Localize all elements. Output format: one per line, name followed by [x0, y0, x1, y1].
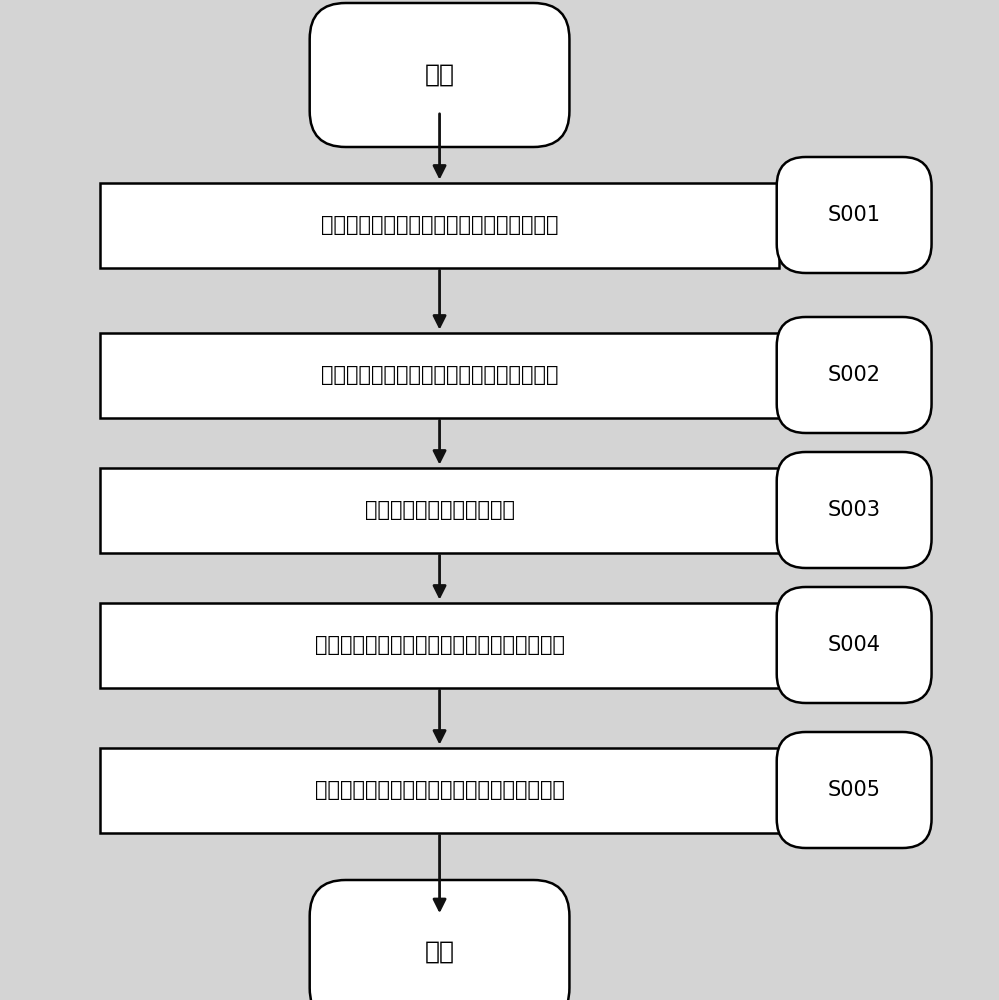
FancyBboxPatch shape [777, 587, 931, 703]
Bar [100, 182, 779, 267]
Text: S002: S002 [827, 365, 881, 385]
Text: S003: S003 [827, 500, 881, 520]
Bar [100, 468, 779, 552]
Text: 提取待检测轨迹数据包中的加速度三轴数据: 提取待检测轨迹数据包中的加速度三轴数据 [321, 215, 558, 235]
FancyBboxPatch shape [777, 317, 931, 433]
FancyBboxPatch shape [310, 880, 569, 1000]
FancyBboxPatch shape [777, 452, 931, 568]
Text: S005: S005 [827, 780, 881, 800]
Text: S004: S004 [827, 635, 881, 655]
Text: 开始: 开始 [425, 63, 455, 87]
FancyBboxPatch shape [310, 3, 569, 147]
Bar [100, 332, 779, 418]
Text: 根据转换系数进行矩阵变换，得到最终的三轴: 根据转换系数进行矩阵变换，得到最终的三轴 [315, 780, 564, 800]
Text: 计算加速度各个轴的中位数，求出转换系数: 计算加速度各个轴的中位数，求出转换系数 [321, 365, 558, 385]
Text: 根据转换系数构造置换矩阵: 根据转换系数构造置换矩阵 [365, 500, 514, 520]
Text: 结束: 结束 [425, 940, 455, 964]
Text: S001: S001 [827, 205, 881, 225]
Bar [100, 748, 779, 832]
FancyBboxPatch shape [777, 732, 931, 848]
FancyBboxPatch shape [777, 157, 931, 273]
Bar [100, 602, 779, 688]
Text: 将原三轴数据做矩阵变换，得到修正后的三轴: 将原三轴数据做矩阵变换，得到修正后的三轴 [315, 635, 564, 655]
